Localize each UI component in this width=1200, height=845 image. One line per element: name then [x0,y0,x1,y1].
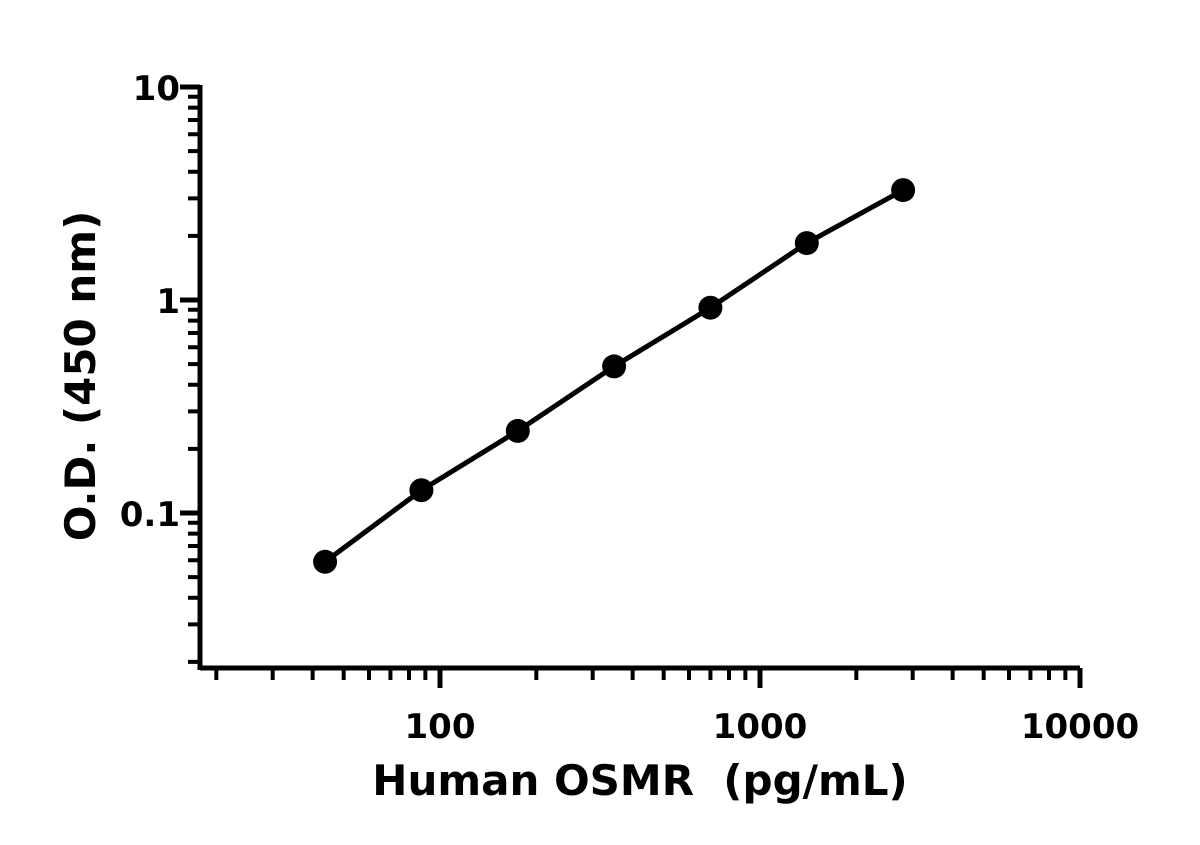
data-point [602,354,627,379]
x-tick-label-100: 100 [405,707,476,747]
y-tick-label-1: 1 [156,282,180,322]
data-point [891,178,916,203]
data-point [409,478,434,503]
y-axis-tick-labels: 0.1 1 10 [120,69,180,535]
x-tick-label-10000: 10000 [1021,707,1139,747]
y-axis-title: O.D. (450 nm) [56,211,105,542]
x-tick-label-1000: 1000 [713,707,808,747]
data-point [505,418,530,443]
series [313,178,916,574]
y-axis-ticks [180,84,200,664]
y-tick-label-0.1: 0.1 [120,495,180,535]
x-axis-tick-labels: 100 1000 10000 [405,707,1140,747]
x-axis-ticks [214,668,1083,688]
data-point [794,231,819,256]
x-axis-title: Human OSMR (pg/mL) [372,756,907,805]
y-tick-label-10: 10 [133,69,180,109]
data-point [698,295,723,320]
axes [180,84,1083,688]
data-point [313,549,338,574]
